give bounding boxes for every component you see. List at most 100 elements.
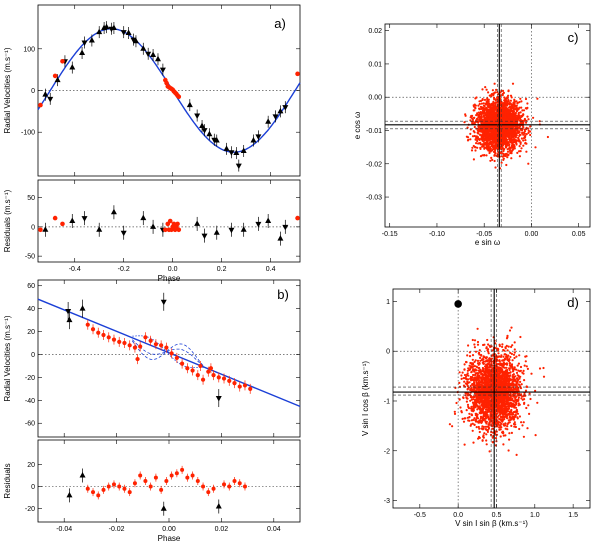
y-axis-label: e cos ω [353, 112, 362, 140]
mcmc-sample [466, 136, 470, 139]
mcmc-sample [505, 145, 508, 148]
y-tick-label: -20 [25, 375, 35, 382]
mcmc-sample [473, 339, 477, 342]
mcmc-sample [506, 336, 509, 339]
mcmc-sample [515, 401, 518, 404]
mcmc-sample [472, 105, 475, 108]
data-point-circle [143, 335, 148, 340]
mcmc-sample [468, 419, 471, 422]
data-point-triangle-down [235, 163, 242, 170]
mcmc-sample [473, 109, 476, 112]
mcmc-sample [487, 108, 490, 111]
panel-label: c) [568, 30, 579, 45]
panel-d: -3-2-101-0.5 0.0 0.5 1.0 1.5V sin I cos β (k… [361, 288, 591, 528]
mcmc-sample [466, 372, 469, 375]
data-point-circle [227, 484, 232, 489]
mcmc-sample [519, 335, 522, 339]
mcmc-sample [477, 142, 480, 145]
data-point-triangle-down [145, 51, 152, 58]
mcmc-sample [520, 120, 524, 123]
rm-model-curve [131, 340, 212, 371]
mcmc-sample [493, 104, 496, 107]
mcmc-sample [516, 392, 519, 395]
mcmc-sample [525, 119, 528, 122]
mcmc-sample [487, 145, 490, 148]
mcmc-sample [499, 435, 502, 438]
data-point-triangle-up [79, 305, 86, 311]
mcmc-sample [477, 111, 480, 114]
mcmc-sample [502, 115, 505, 118]
mcmc-sample [480, 122, 483, 125]
mcmc-sample [486, 338, 489, 342]
mcmc-sample [508, 329, 512, 332]
mcmc-sample [494, 149, 497, 152]
mcmc-sample [519, 369, 523, 372]
mcmc-sample [469, 368, 472, 371]
mcmc-sample [492, 96, 496, 99]
panel-label: a) [274, 16, 286, 31]
mcmc-sample [506, 133, 510, 136]
mcmc-sample [519, 97, 522, 100]
data-point-triangle-up [66, 316, 73, 323]
mcmc-sample [490, 156, 493, 159]
mcmc-sample [495, 88, 498, 91]
mcmc-sample [474, 149, 477, 152]
data-point-circle [295, 215, 300, 221]
mcmc-sample [470, 413, 473, 416]
mcmc-sample [462, 396, 465, 399]
mcmc-sample [501, 343, 504, 346]
mcmc-sample [514, 406, 518, 409]
data-point-circle [153, 342, 158, 347]
plot-frame [37, 279, 301, 438]
mcmc-sample [483, 154, 486, 157]
data-point-triangle-up [42, 91, 49, 97]
mcmc-sample [483, 128, 486, 131]
mcmc-sample [508, 149, 511, 152]
mcmc-sample [509, 371, 512, 374]
mcmc-sample [526, 367, 530, 370]
mcmc-sample [511, 148, 515, 151]
y-tick-label: 40 [27, 306, 35, 313]
x-tick-label: 0.00 [162, 526, 176, 533]
data-point-circle [198, 363, 203, 369]
data-point-triangle-up [150, 223, 157, 229]
mcmc-sample [492, 138, 495, 141]
y-axis-label: Radial Velocities (m.s⁻¹) [3, 47, 12, 133]
mcmc-sample [502, 355, 505, 358]
mcmc-sample [470, 365, 473, 368]
data-point-circle [206, 369, 211, 374]
mcmc-sample [463, 368, 466, 371]
mcmc-sample [532, 116, 535, 119]
data-point-triangle-up [186, 101, 193, 108]
mcmc-sample [477, 421, 480, 424]
mcmc-sample [474, 138, 477, 141]
data-point-triangle-down [282, 224, 289, 231]
mcmc-sample [502, 128, 505, 131]
data-point-circle [122, 340, 127, 346]
mcmc-sample [509, 105, 512, 108]
mcmc-sample [510, 424, 513, 427]
mcmc-sample [517, 138, 520, 141]
x-axis-label: e sin ω [475, 238, 500, 247]
mcmc-sample [508, 367, 511, 370]
data-point-circle [169, 351, 174, 356]
data-point-circle [211, 373, 216, 378]
data-point-triangle-down [255, 134, 262, 140]
mcmc-sample [484, 112, 487, 115]
mcmc-sample [476, 327, 479, 330]
mcmc-sample [506, 417, 509, 420]
mcmc-sample [491, 441, 494, 444]
mcmc-sample [501, 94, 504, 97]
y-tick-label: 0 [31, 88, 35, 95]
mcmc-sample [485, 154, 488, 157]
mcmc-sample [510, 144, 513, 147]
data-point-triangle-up [69, 64, 76, 70]
mcmc-sample [475, 416, 478, 419]
mcmc-sample [515, 371, 519, 374]
mcmc-sample [506, 423, 509, 426]
mcmc-sample [510, 431, 513, 434]
data-point-triangle-up [79, 49, 86, 55]
data-point-circle [138, 344, 143, 349]
mcmc-sample [472, 441, 475, 444]
data-point-circle [143, 479, 148, 483]
